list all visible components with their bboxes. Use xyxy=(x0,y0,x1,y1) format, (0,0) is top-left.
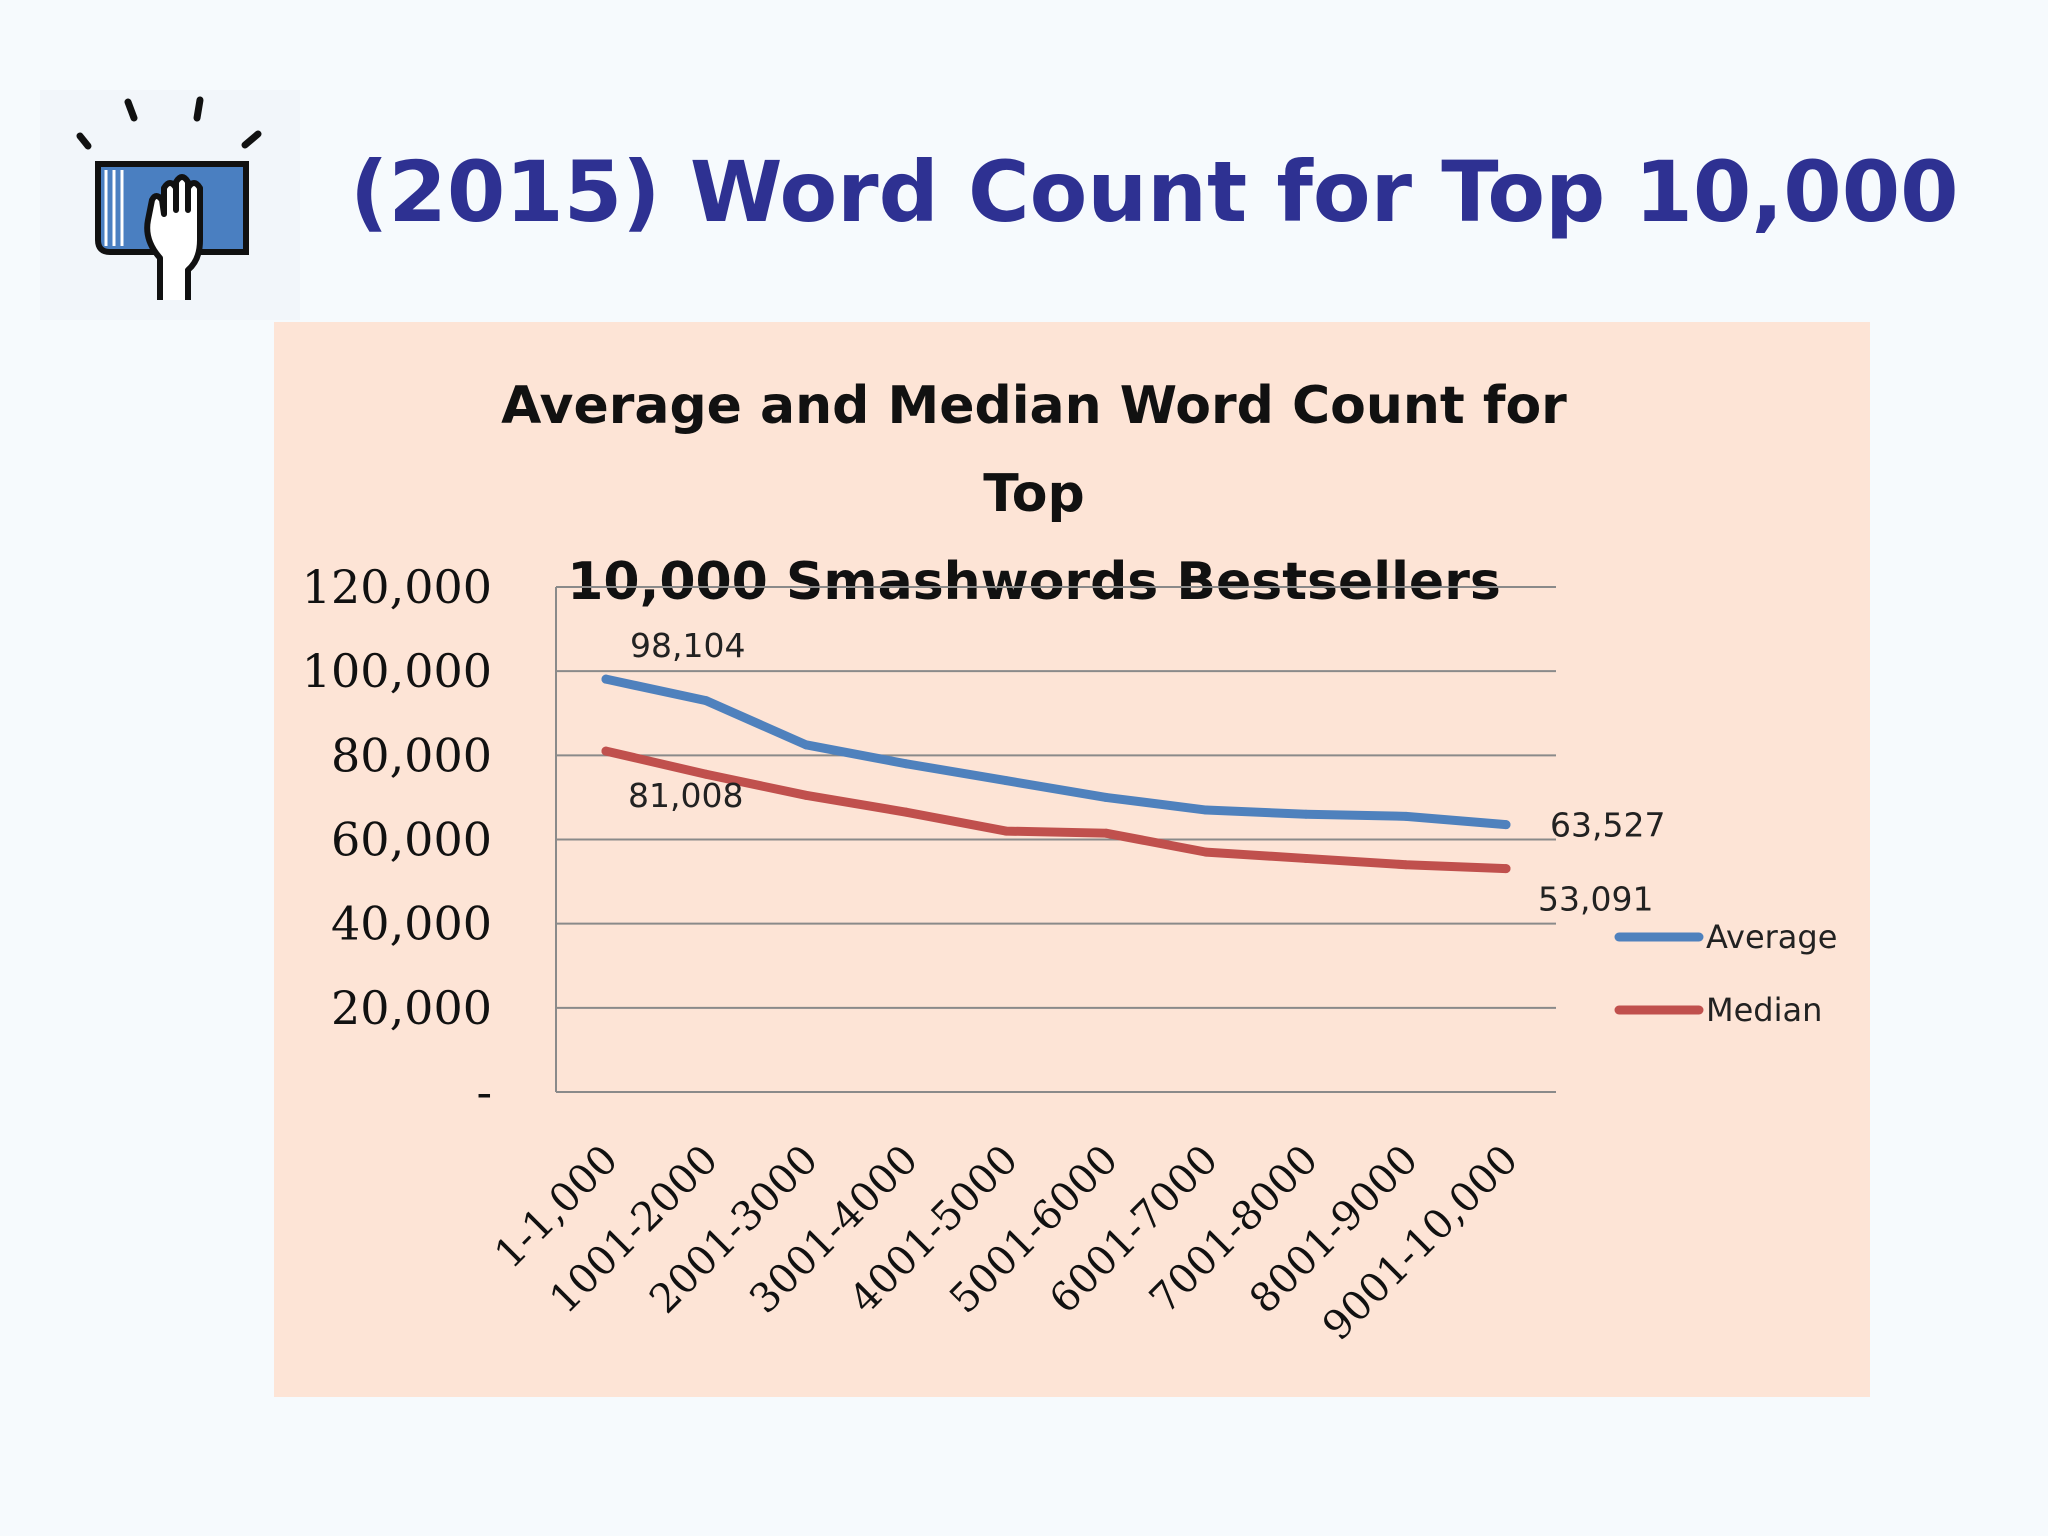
data-point xyxy=(601,746,611,756)
data-point xyxy=(1501,864,1511,874)
y-tick-label: 20,000 xyxy=(331,981,492,1035)
data-point xyxy=(701,769,711,779)
data-point xyxy=(1001,776,1011,786)
data-point xyxy=(1101,792,1111,802)
data-point xyxy=(1401,811,1411,821)
chart-title-line-1: Average and Median Word Count for Top xyxy=(501,376,1567,524)
y-tick-label: - xyxy=(476,1065,492,1119)
y-tick-label: 40,000 xyxy=(331,897,492,951)
data-label: 63,527 xyxy=(1550,806,1665,845)
chart-title-line-2: 10,000 Smashwords Bestsellers xyxy=(567,552,1501,612)
series-line-average xyxy=(601,674,1511,830)
data-label: 81,008 xyxy=(628,776,743,815)
legend-label-average: Average xyxy=(1706,918,1837,956)
book-hand-icon xyxy=(40,90,300,320)
data-point xyxy=(1201,847,1211,857)
data-point xyxy=(901,807,911,817)
data-point xyxy=(801,790,811,800)
data-point xyxy=(1301,853,1311,863)
data-point xyxy=(1101,828,1111,838)
data-point xyxy=(1401,860,1411,870)
chart-title: Average and Median Word Count for Top 10… xyxy=(454,362,1614,626)
chart-panel: Average and Median Word Count for Top 10… xyxy=(274,322,1870,1397)
data-point xyxy=(901,759,911,769)
legend-label-median: Median xyxy=(1706,991,1822,1029)
data-point xyxy=(601,674,611,684)
data-point xyxy=(701,696,711,706)
line-chart: -20,00040,00060,00080,000100,000120,0001… xyxy=(302,560,1838,1350)
slide-title: (2015) Word Count for Top 10,000 xyxy=(350,143,1959,241)
data-point xyxy=(801,740,811,750)
y-tick-label: 120,000 xyxy=(302,560,492,614)
y-tick-label: 100,000 xyxy=(302,644,492,698)
y-tick-label: 80,000 xyxy=(331,728,492,782)
data-label: 98,104 xyxy=(630,626,745,665)
data-point xyxy=(1001,826,1011,836)
series-line-median xyxy=(601,746,1511,874)
data-point xyxy=(1201,805,1211,815)
data-point xyxy=(1501,820,1511,830)
data-label: 53,091 xyxy=(1538,880,1653,919)
y-tick-label: 60,000 xyxy=(331,813,492,867)
data-point xyxy=(1301,809,1311,819)
